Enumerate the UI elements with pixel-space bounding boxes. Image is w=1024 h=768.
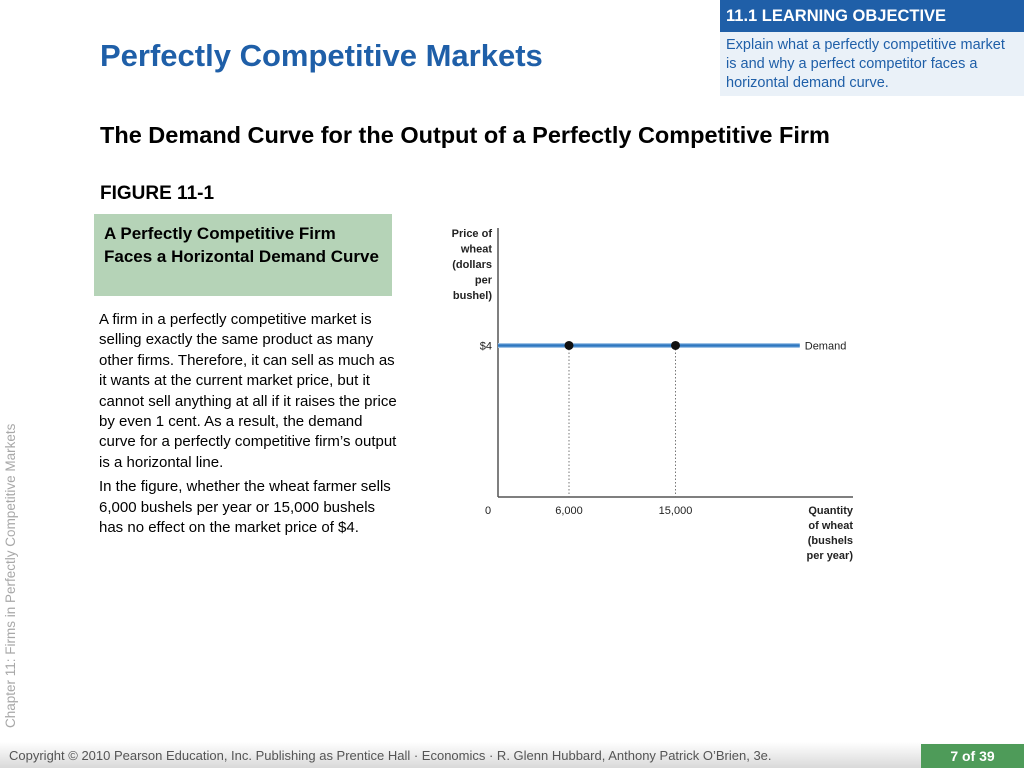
footer: Copyright © 2010 Pearson Education, Inc.…: [0, 742, 1024, 768]
y-axis-label: Price of: [452, 228, 493, 240]
copyright-text: Copyright © 2010 Pearson Education, Inc.…: [9, 748, 772, 763]
figure-caption: A Perfectly Competitive Firm Faces a Hor…: [94, 214, 392, 296]
body-paragraph: A firm in a perfectly competitive market…: [99, 311, 397, 471]
body-paragraph: In the figure, whether the wheat farmer …: [99, 478, 391, 537]
series-label: Demand: [805, 340, 847, 352]
learning-objective-box: 11.1 LEARNING OBJECTIVE Explain what a p…: [720, 0, 1024, 96]
y-axis-label: per: [475, 275, 493, 287]
chapter-side-label: Chapter 11: Firms in Perfectly Competiti…: [3, 423, 18, 728]
x-tick-label: 6,000: [555, 505, 583, 517]
page-number: 7 of 39: [921, 744, 1024, 768]
learning-objective-text: Explain what a perfectly competitive mar…: [720, 32, 1024, 96]
learning-objective-header: 11.1 LEARNING OBJECTIVE: [720, 0, 1024, 32]
x-tick-label: 15,000: [659, 505, 693, 517]
x-axis-label: (bushels: [808, 535, 853, 547]
y-axis-label: bushel): [453, 290, 492, 302]
figure-label: FIGURE 11-1: [100, 183, 215, 204]
x-axis-label: per year): [807, 550, 854, 562]
data-point: [564, 340, 574, 350]
x-axis-label: Quantity: [808, 505, 853, 517]
body-text: A firm in a perfectly competitive market…: [99, 310, 399, 542]
slide-title: Perfectly Competitive Markets: [100, 38, 543, 73]
demand-chart: Price of wheat (dollars per bushel) Quantity o…: [452, 228, 854, 562]
x-axis-label: of wheat: [808, 520, 853, 532]
data-point: [671, 340, 680, 350]
y-tick-label: $4: [480, 340, 492, 352]
y-axis-label: wheat: [460, 244, 493, 256]
origin-label: 0: [485, 505, 491, 517]
y-axis-label: (dollars: [452, 259, 492, 271]
slide-subtitle: The Demand Curve for the Output of a Per…: [100, 122, 830, 148]
